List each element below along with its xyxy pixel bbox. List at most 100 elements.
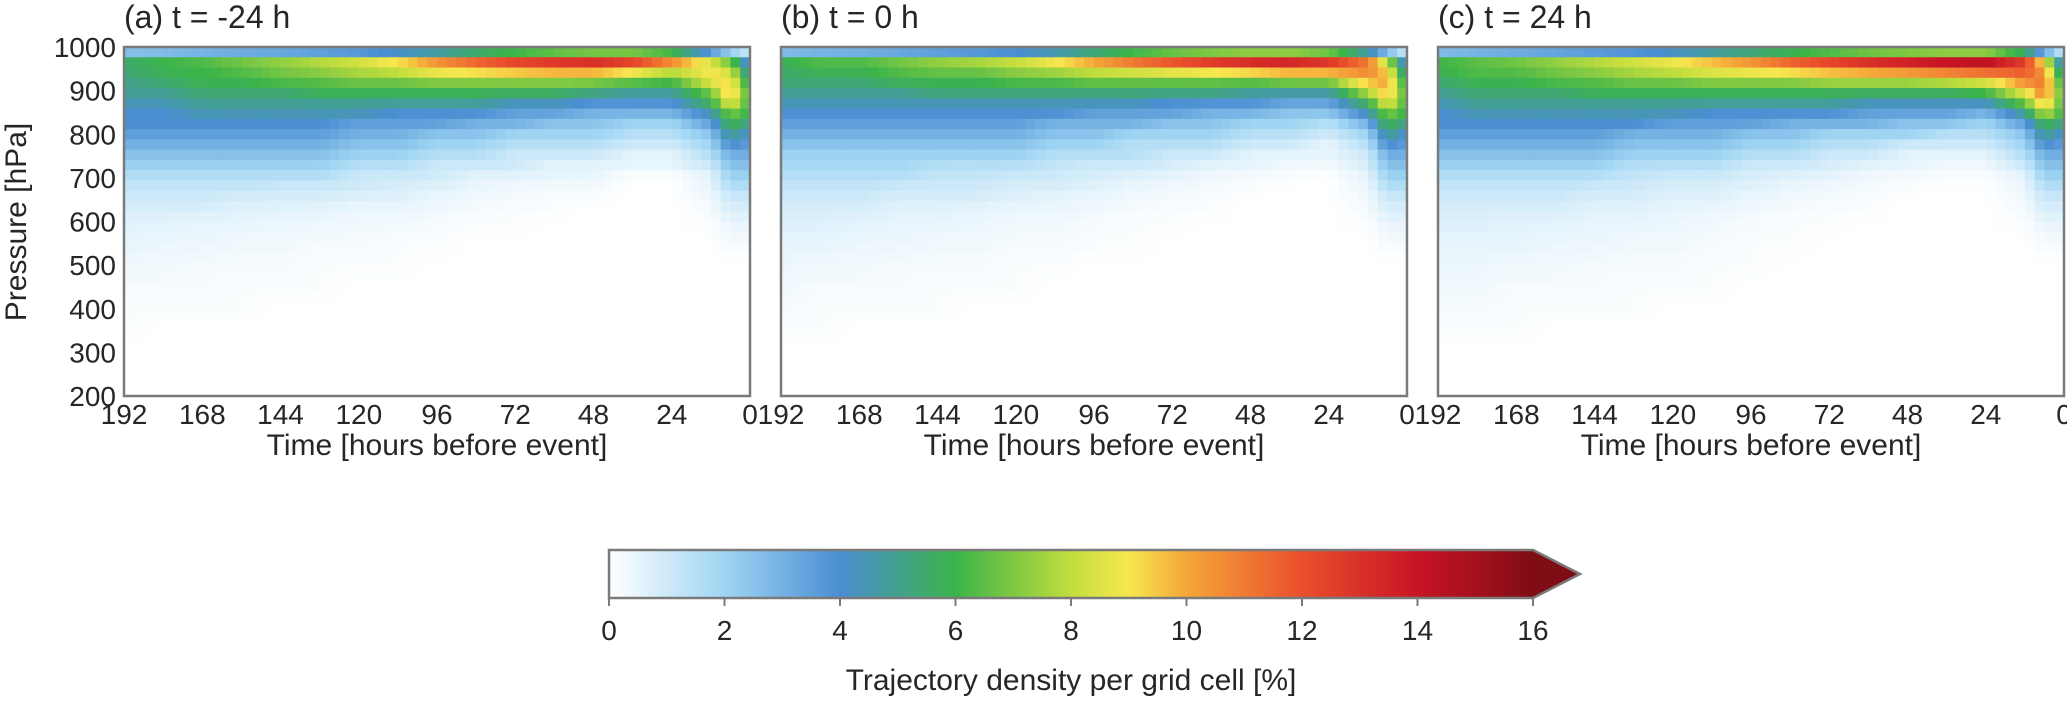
heatmap-cell (888, 365, 899, 377)
heatmap-cell (397, 344, 409, 356)
heatmap-cell (368, 129, 379, 140)
heatmap-cell (937, 365, 948, 377)
heatmap-cell (2044, 118, 2055, 130)
heatmap-cell (927, 334, 939, 346)
heatmap-cell (1221, 385, 1232, 396)
heatmap-cell (212, 242, 223, 253)
heatmap-cell (1367, 190, 1379, 202)
heatmap-cell (1279, 262, 1291, 274)
heatmap-cell (505, 211, 516, 223)
heatmap-cell (1318, 221, 1330, 233)
heatmap-cell (466, 47, 477, 58)
heatmap-cell (1162, 180, 1173, 192)
heatmap-cell (1309, 67, 1320, 79)
heatmap-cell (1358, 149, 1369, 161)
heatmap-cell (1338, 313, 1349, 325)
heatmap-cell (329, 324, 340, 336)
heatmap-cell (231, 303, 242, 315)
heatmap-cell (810, 159, 821, 171)
heatmap-cell (878, 159, 890, 171)
heatmap-cell (1113, 180, 1124, 192)
heatmap-cell (231, 231, 242, 243)
heatmap-cell (1191, 211, 1203, 223)
heatmap-cell (1230, 252, 1242, 264)
heatmap-cell (329, 149, 340, 161)
heatmap-cell (1035, 47, 1046, 58)
heatmap-cell (1338, 98, 1349, 110)
heatmap-cell (534, 190, 546, 202)
heatmap-cell (1604, 118, 1615, 130)
heatmap-cell (476, 242, 487, 253)
heatmap-cell (534, 159, 546, 171)
heatmap-cell (1711, 108, 1723, 120)
heatmap-cell (966, 211, 978, 223)
heatmap-cell (1152, 211, 1164, 223)
heatmap-cell (1240, 129, 1252, 140)
heatmap-cell (1868, 118, 1879, 130)
heatmap-cell (1113, 385, 1124, 396)
heatmap-cell (300, 293, 311, 305)
heatmap-cell (270, 375, 282, 387)
heatmap-cell (124, 365, 135, 377)
heatmap-cell (251, 149, 262, 161)
heatmap-cell (1985, 98, 1997, 110)
heatmap-cell (947, 77, 958, 89)
heatmap-cell (996, 98, 1007, 110)
heatmap-cell (1457, 108, 1468, 120)
heatmap-cell (534, 211, 546, 223)
heatmap-cell (996, 313, 1007, 325)
heatmap-cell (163, 283, 174, 294)
heatmap-cell (1084, 98, 1095, 110)
heatmap-cell (1897, 118, 1909, 130)
heatmap-cell (1094, 129, 1105, 140)
heatmap-cell (544, 272, 555, 284)
heatmap-cell (1035, 334, 1046, 346)
heatmap-cell (976, 118, 988, 130)
heatmap-cell (1858, 98, 1869, 110)
heatmap-cell (1318, 242, 1330, 253)
heatmap-cell (622, 324, 634, 336)
heatmap-cell (1172, 77, 1183, 89)
heatmap-cell (388, 385, 399, 396)
heatmap-cell (1064, 231, 1076, 243)
heatmap-cell (446, 149, 458, 161)
heatmap-cell (397, 88, 409, 99)
heatmap-cell (182, 313, 194, 325)
heatmap-cell (417, 324, 428, 336)
heatmap-cell (966, 159, 978, 171)
heatmap-cell (839, 67, 851, 79)
heatmap-cell (573, 252, 585, 264)
heatmap-cell (1309, 252, 1320, 264)
heatmap-cell (534, 272, 546, 284)
heatmap-cell (485, 98, 497, 110)
heatmap-cell (397, 272, 409, 284)
heatmap-cell (1103, 200, 1115, 212)
heatmap-cell (476, 57, 487, 69)
heatmap-cell (1751, 98, 1762, 110)
heatmap-cell (740, 344, 750, 356)
heatmap-cell (1692, 77, 1703, 89)
heatmap-cell (417, 365, 428, 377)
heatmap-cell (1662, 77, 1674, 89)
heatmap-cell (661, 108, 673, 120)
heatmap-cell (1604, 77, 1615, 89)
heatmap-cell (515, 47, 526, 58)
heatmap-cell (1182, 283, 1193, 294)
heatmap-cell (720, 231, 732, 243)
heatmap-cell (202, 98, 213, 110)
heatmap-cell (927, 262, 939, 274)
heatmap-cell (1868, 88, 1879, 99)
heatmap-cell (1270, 221, 1281, 233)
heatmap-cell (888, 385, 899, 396)
heatmap-cell (525, 190, 536, 202)
heatmap-cell (417, 354, 428, 366)
heatmap-cell (1064, 190, 1076, 202)
heatmap-cell (133, 159, 145, 171)
heatmap-cell (622, 139, 634, 151)
heatmap-cell (1289, 324, 1301, 336)
heatmap-cell (583, 303, 595, 315)
heatmap-cell (810, 231, 821, 243)
heatmap-cell (1387, 139, 1398, 151)
heatmap-cell (133, 47, 145, 58)
heatmap-cell (212, 118, 223, 130)
